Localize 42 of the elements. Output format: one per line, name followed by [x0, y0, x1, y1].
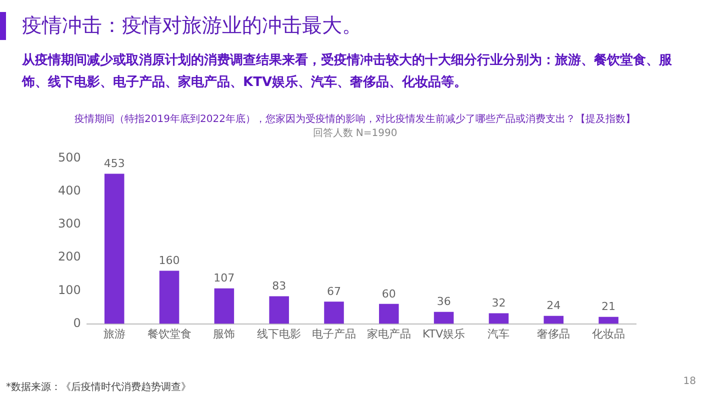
- x-tick-label: KTV娱乐: [422, 327, 466, 340]
- x-tick-label: 汽车: [488, 327, 510, 340]
- text: 回答人数 N=1990: [312, 127, 398, 140]
- data-label: 160: [158, 254, 180, 268]
- x-tick-label: 服饰: [213, 327, 236, 340]
- y-tick-label: 0: [73, 316, 81, 330]
- x-tick-label: 电子产品: [312, 327, 356, 340]
- data-label: 67: [326, 284, 341, 298]
- x-tick-label: 线下电影: [257, 327, 302, 340]
- y-tick-label: 200: [58, 250, 81, 264]
- bar: [488, 313, 509, 324]
- bar: [379, 304, 399, 324]
- data-label: 32: [492, 296, 506, 310]
- y-tick-label: 500: [58, 150, 81, 164]
- text: 疫情期间（特指2019年底到2022年底），您家因为受疫情的影响，对比疫情发生前减少了哪些产品或消费支出？【提及指数】: [74, 112, 636, 126]
- text: 18: [683, 376, 696, 387]
- data-label: 21: [602, 300, 616, 314]
- data-label: 453: [104, 157, 125, 170]
- bar: [269, 296, 289, 324]
- y-tick-label: 100: [58, 282, 81, 297]
- bar: [324, 302, 344, 324]
- data-label: 83: [272, 280, 286, 293]
- y-tick-label: 300: [58, 216, 81, 231]
- x-tick-label: 旅游: [103, 327, 126, 340]
- text: *数据来源：《后疫情时代消费趋势调查》: [6, 380, 191, 394]
- bar: [544, 316, 564, 324]
- bar: [104, 174, 124, 324]
- x-tick-label: 奢侈品: [537, 327, 570, 340]
- x-tick-label: 家电产品: [366, 327, 411, 340]
- y-tick-label: 400: [58, 183, 81, 198]
- data-label: 60: [382, 287, 396, 300]
- chart-title: 疫情冲击：疫情对旅游业的冲击最大。: [22, 12, 362, 39]
- bar: [159, 270, 180, 324]
- x-tick-label: 餐饮堂食: [147, 327, 192, 340]
- data-label: 36: [436, 295, 451, 308]
- data-label: 107: [214, 272, 235, 285]
- x-tick-label: 化妆品: [592, 327, 626, 340]
- bar: [598, 316, 618, 324]
- chart-subtitle: 从疫情期间减少或取消原计划的消费调查结果来看，受疫情冲击较大的十大细分行业分别为：旅游、餐饮堂食、服饰、线下电影、电子产品、家电产品、KTV娱乐、汽车、奢侈品、化妆品等。: [22, 52, 673, 92]
- data-label: 24: [546, 299, 561, 312]
- bar: [434, 312, 454, 324]
- bar: [214, 288, 234, 324]
